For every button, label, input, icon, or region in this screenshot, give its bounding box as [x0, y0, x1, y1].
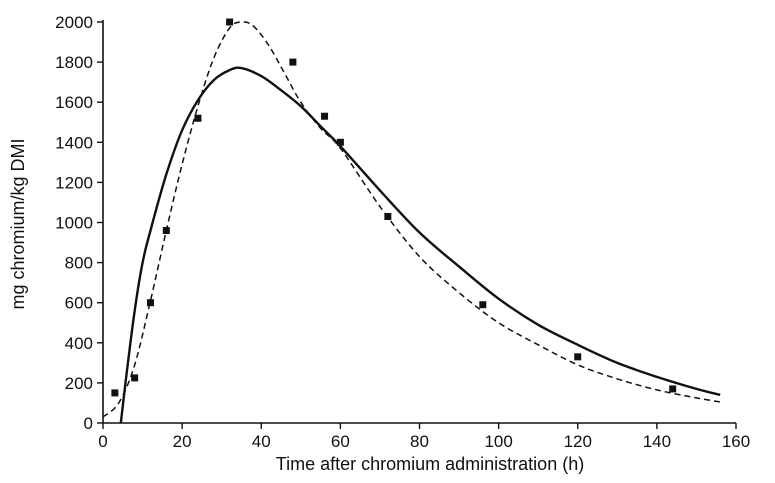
y-tick-label: 1000 [55, 214, 93, 233]
y-axis-title: mg chromium/kg DMI [8, 138, 28, 309]
data-point [131, 374, 139, 382]
x-tick-label: 140 [643, 432, 671, 451]
data-point [669, 385, 677, 393]
y-tick-label: 1200 [55, 173, 93, 192]
axes [102, 20, 736, 424]
data-point [194, 114, 202, 122]
y-tick-label: 400 [65, 334, 93, 353]
data-point [321, 112, 329, 120]
y-tick-label: 1800 [55, 53, 93, 72]
y-tick-label: 600 [65, 294, 93, 313]
x-axis-title: Time after chromium administration (h) [276, 454, 584, 474]
y-axis-ticks: 0 200 400 600 800 1000 1200 1400 1600 1800 2000 [55, 13, 103, 433]
plot-area [102, 18, 721, 424]
y-tick-label: 800 [65, 254, 93, 273]
x-tick-label: 20 [173, 432, 192, 451]
x-tick-label: 100 [484, 432, 512, 451]
y-tick-label: 1600 [55, 93, 93, 112]
data-point [336, 138, 344, 146]
solid-fitted-curve [119, 66, 721, 424]
data-point [574, 353, 582, 361]
x-tick-label: 60 [331, 432, 350, 451]
x-axis-ticks: 0 20 40 60 80 100 120 140 160 [98, 423, 750, 451]
x-tick-label: 160 [722, 432, 750, 451]
y-tick-label: 200 [65, 374, 93, 393]
data-point [226, 18, 234, 26]
data-point [289, 58, 297, 66]
x-tick-label: 80 [410, 432, 429, 451]
x-tick-label: 40 [252, 432, 271, 451]
dashed-fitted-curve [102, 21, 721, 418]
data-point [146, 299, 154, 307]
y-tick-label: 2000 [55, 13, 93, 32]
data-point [479, 301, 487, 309]
y-tick-label: 0 [84, 414, 93, 433]
x-tick-label: 120 [564, 432, 592, 451]
data-point [111, 389, 119, 397]
y-tick-label: 1400 [55, 133, 93, 152]
observed-points [111, 18, 677, 397]
x-tick-label: 0 [98, 432, 107, 451]
